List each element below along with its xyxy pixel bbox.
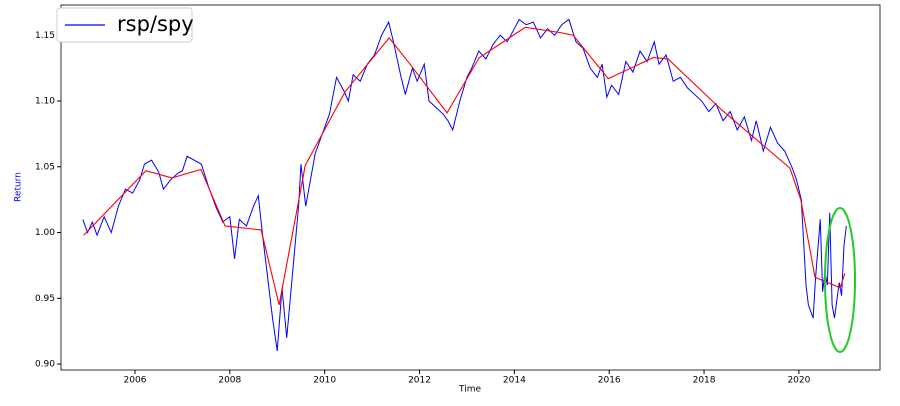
series-line (83, 26, 846, 306)
x-axis-label: Time (458, 385, 481, 395)
plot-frame (60, 4, 881, 371)
y-tick-label: 0.90 (35, 360, 55, 370)
x-tick-label: 2014 (503, 376, 526, 386)
x-tick-label: 2020 (787, 376, 810, 386)
x-tick-label: 2012 (408, 376, 431, 386)
y-tick-label: 1.10 (35, 97, 55, 107)
y-tick-label: 1.05 (35, 162, 55, 172)
x-tick-label: 2008 (218, 376, 241, 386)
y-axis-label: Return (14, 172, 24, 202)
x-tick-label: 2006 (124, 376, 147, 386)
x-tick-label: 2018 (693, 376, 716, 386)
legend-box (56, 7, 193, 43)
highlight-ellipse (824, 207, 856, 353)
x-tick-label: 2010 (313, 376, 336, 386)
series-line (82, 18, 847, 352)
plot-area (82, 18, 847, 352)
legend-label: rsp/spy (117, 12, 194, 36)
y-tick-label: 1.15 (35, 31, 55, 41)
y-tick-label: 1.00 (35, 228, 55, 238)
x-tick-label: 2016 (598, 376, 621, 386)
y-tick-label: 0.95 (35, 294, 55, 304)
